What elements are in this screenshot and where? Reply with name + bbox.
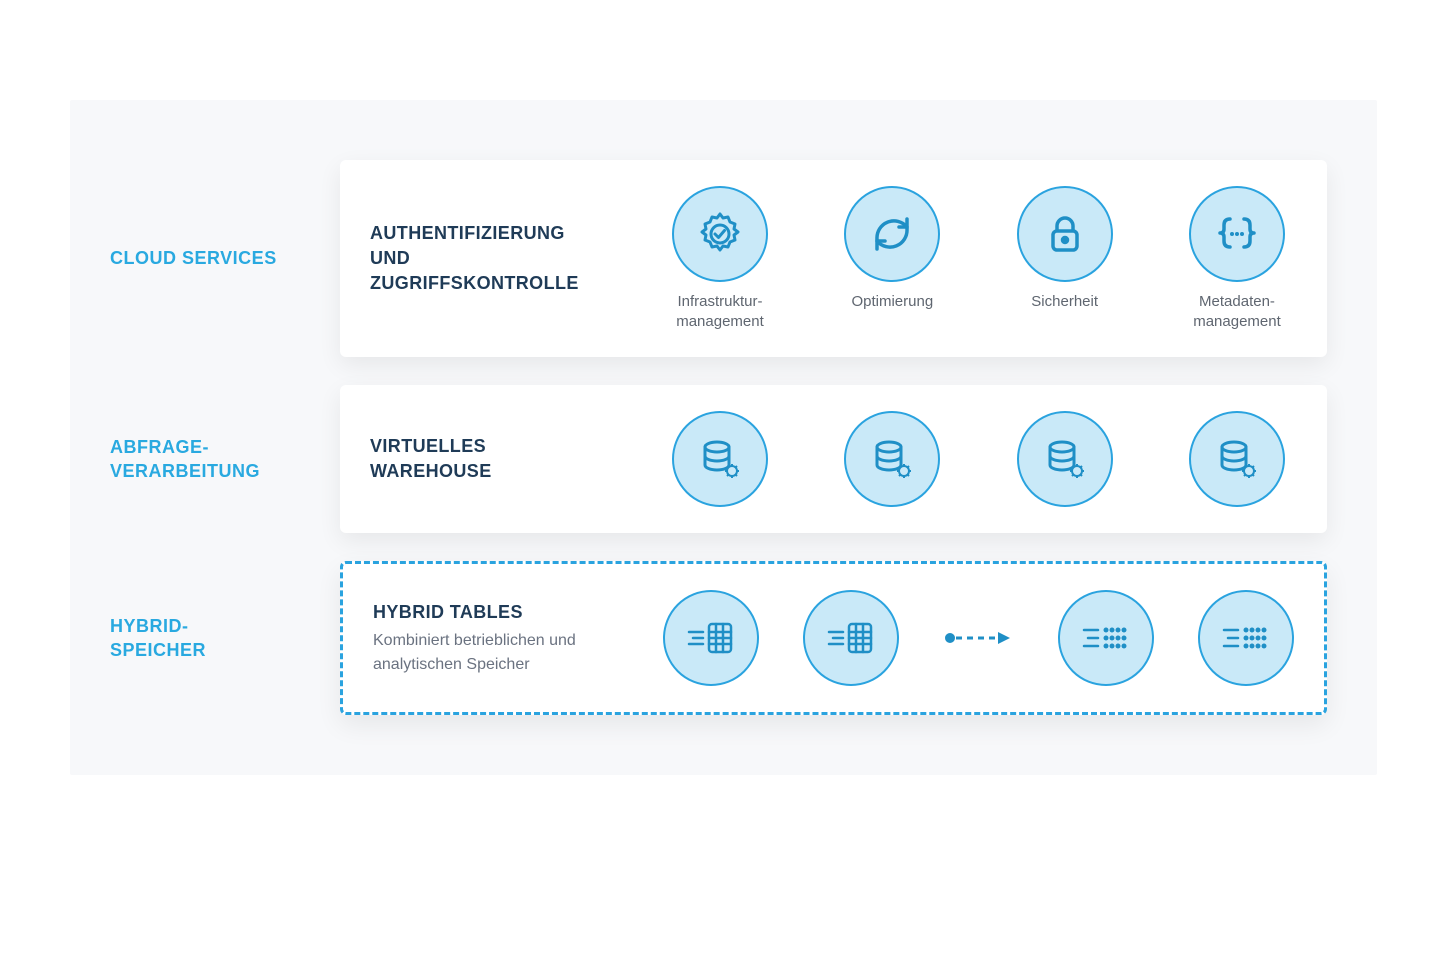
hybrid-l1: HYBRID- (110, 616, 189, 636)
hybrid-title: HYBRID TABLES (373, 600, 643, 625)
refresh-icon (844, 186, 940, 282)
opti-l1: Optimierung (851, 293, 933, 310)
icon-col-opti: Optimierung (832, 186, 952, 312)
table-stream-icon (803, 590, 899, 686)
query-l2: VERARBEITUNG (110, 461, 260, 481)
table-stream-icon (663, 590, 759, 686)
dots-stream-icon (1058, 590, 1154, 686)
lock-icon (1017, 186, 1113, 282)
auth-line3: ZUGRIFFSKONTROLLE (370, 273, 579, 293)
cloud-icons-row: Infrastruktur- management (660, 186, 1297, 331)
auth-line1: AUTHENTIFIZIERUNG (370, 223, 565, 243)
hybrid-sub: Kombiniert betrieblichen und analytische… (373, 629, 643, 675)
row-hybrid-storage: HYBRID- SPEICHER HYBRID TABLES Kombinier… (110, 561, 1327, 715)
vw-l2: WAREHOUSE (370, 461, 492, 481)
db-gear-icon (1189, 411, 1285, 507)
icon-col-meta: Metadaten- management (1177, 186, 1297, 331)
icon-col-infra: Infrastruktur- management (660, 186, 780, 331)
row-label-query: ABFRAGE- VERARBEITUNG (110, 435, 340, 484)
warehouse-3 (1005, 411, 1125, 507)
db-gear-icon (1017, 411, 1113, 507)
architecture-diagram: CLOUD SERVICES AUTHENTIFIZIERUNG UND ZUG… (70, 100, 1377, 775)
warehouse-2 (832, 411, 952, 507)
panel-cloud-services: AUTHENTIFIZIERUNG UND ZUGRIFFSKONTROLLE (340, 160, 1327, 357)
warehouse-4 (1177, 411, 1297, 507)
row-label-hybrid: HYBRID- SPEICHER (110, 614, 340, 663)
panel-title-auth: AUTHENTIFIZIERUNG UND ZUGRIFFSKONTROLLE (370, 221, 660, 297)
auth-line2: UND (370, 248, 410, 268)
braces-icon (1189, 186, 1285, 282)
meta-l2: management (1193, 313, 1281, 330)
warehouse-icons-row (660, 411, 1297, 507)
hybrid-icons-row (663, 590, 1294, 686)
row-label-cloud: CLOUD SERVICES (110, 246, 340, 270)
warehouse-1 (660, 411, 780, 507)
panel-hybrid-tables: HYBRID TABLES Kombiniert betrieblichen u… (340, 561, 1327, 715)
panel-title-vw: VIRTUELLES WAREHOUSE (370, 434, 660, 484)
row-cloud-services: CLOUD SERVICES AUTHENTIFIZIERUNG UND ZUG… (110, 160, 1327, 357)
panel-virtual-warehouse: VIRTUELLES WAREHOUSE (340, 385, 1327, 533)
dots-stream-icon (1198, 590, 1294, 686)
dashed-arrow-icon (944, 590, 1014, 686)
gear-check-icon (672, 186, 768, 282)
query-l1: ABFRAGE- (110, 437, 209, 457)
icon-col-security: Sicherheit (1005, 186, 1125, 312)
sec-l1: Sicherheit (1031, 293, 1098, 310)
infra-l2: management (676, 313, 764, 330)
panel-text-hybrid: HYBRID TABLES Kombiniert betrieblichen u… (373, 600, 663, 676)
hybrid-l2: SPEICHER (110, 640, 206, 660)
meta-l1: Metadaten- (1199, 293, 1275, 310)
db-gear-icon (672, 411, 768, 507)
db-gear-icon (844, 411, 940, 507)
row-query-processing: ABFRAGE- VERARBEITUNG VIRTUELLES WAREHOU… (110, 385, 1327, 533)
infra-l1: Infrastruktur- (677, 293, 762, 310)
vw-l1: VIRTUELLES (370, 436, 486, 456)
